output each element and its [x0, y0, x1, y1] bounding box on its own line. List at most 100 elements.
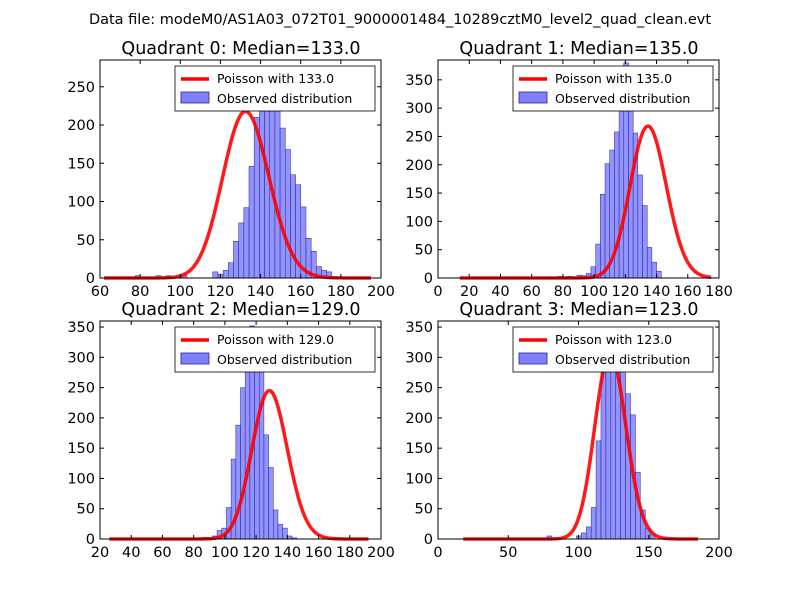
x-tick-label: 200 [367, 284, 395, 300]
legend-box [512, 326, 714, 373]
histogram-bar [277, 524, 283, 540]
legend-bar-swatch [518, 352, 548, 365]
x-tick-label: 0 [433, 545, 442, 561]
y-tick-label: 250 [405, 381, 433, 397]
figure-suptitle: Data file: modeM0/AS1A03_072T01_90000014… [89, 12, 711, 28]
legend-label: Poisson with 135.0 [555, 71, 672, 86]
axes-frame [437, 59, 720, 279]
poisson-curve [462, 351, 699, 541]
y-tick-label: 150 [405, 186, 433, 202]
legend-label: Observed distribution [217, 91, 352, 106]
legend-label: Observed distribution [555, 352, 690, 367]
histogram-bar [228, 262, 234, 279]
x-tick-label: 160 [674, 284, 702, 300]
histogram-bar [268, 467, 274, 540]
histogram-bar [618, 107, 625, 279]
histogram-bar [279, 127, 286, 279]
x-tick-label: 100 [166, 284, 194, 300]
histogram-bar [290, 174, 296, 279]
x-tick-label: 80 [184, 545, 202, 561]
quadrant-1-panel: Quadrant 1: Median=135.0 0 20 40 60 80 100 120… [405, 39, 733, 300]
y-tick-label: 350 [405, 73, 433, 89]
quadrant-0-plot: 60 80 100 120 140 160 180 200 0 50 100 150 200 250 Poi… [67, 59, 395, 300]
y-tick-label: 0 [424, 532, 433, 548]
x-tick-label: 120 [242, 545, 270, 561]
legend-bar-swatch [518, 91, 548, 104]
legend-label: Observed distribution [555, 91, 690, 106]
legend: Poisson with 133.0 Observed distribution [174, 65, 376, 112]
y-tick-label: 50 [77, 233, 95, 249]
histogram-bar [259, 105, 265, 279]
histogram-bar [222, 270, 229, 279]
histogram-bar [625, 393, 631, 540]
y-tick-label: 200 [405, 411, 433, 427]
panel-title: Quadrant 1: Median=135.0 [459, 39, 698, 59]
y-tick-label: 100 [67, 471, 95, 487]
x-tick-label: 60 [153, 545, 171, 561]
y-tick-label: 150 [405, 441, 433, 457]
histogram-bar [600, 367, 607, 540]
quadrant-2-panel: Quadrant 2: Median=129.0 20 40 60 80 100 120 1… [67, 300, 395, 561]
y-tick-label: 0 [424, 271, 433, 287]
histogram-bar [605, 357, 612, 540]
x-tick-label: 180 [705, 284, 733, 300]
x-tick-label: 180 [327, 284, 355, 300]
x-tick-label: 140 [247, 284, 275, 300]
x-tick-label: 60 [522, 284, 540, 300]
histogram-bar [285, 149, 291, 279]
y-tick-label: 300 [67, 350, 95, 366]
histogram-bar [233, 241, 239, 279]
x-tick-label: 100 [211, 545, 239, 561]
legend-label: Poisson with 129.0 [217, 332, 334, 347]
legend-bar-swatch [180, 352, 210, 365]
x-tick-label: 0 [433, 284, 442, 300]
x-tick-label: 80 [131, 284, 149, 300]
histogram-bar [263, 434, 269, 540]
histogram-bar [646, 247, 653, 279]
axes-frame [99, 59, 382, 279]
x-tick-label: 200 [367, 545, 395, 561]
y-tick-label: 100 [405, 471, 433, 487]
axes-frame [99, 320, 382, 540]
x-tick-label: 40 [122, 545, 140, 561]
histogram-bar [273, 509, 279, 540]
histogram-bar [590, 507, 597, 540]
y-tick-label: 250 [405, 129, 433, 145]
histogram-bar [248, 166, 255, 279]
x-tick-label: 140 [643, 284, 671, 300]
x-tick-label: 60 [91, 284, 109, 300]
legend-box [174, 65, 376, 112]
legend: Poisson with 135.0 Observed distribution [512, 65, 714, 112]
panel-title: Quadrant 3: Median=123.0 [459, 300, 698, 320]
y-tick-label: 200 [67, 411, 95, 427]
x-tick-label: 20 [91, 545, 109, 561]
y-tick-label: 200 [405, 158, 433, 174]
x-tick-label: 50 [499, 545, 517, 561]
histogram-bar [642, 205, 648, 279]
x-tick-label: 120 [611, 284, 639, 300]
y-tick-label: 150 [67, 441, 95, 457]
histogram-bar [235, 424, 241, 540]
quadrant-0-panel: Quadrant 0: Median=133.0 60 80 100 120 140 16… [67, 39, 395, 300]
y-tick-label: 50 [77, 502, 95, 518]
y-tick-label: 300 [405, 350, 433, 366]
y-tick-label: 350 [405, 320, 433, 336]
x-tick-label: 120 [207, 284, 235, 300]
x-tick-label: 100 [565, 545, 593, 561]
histogram-bar [258, 367, 265, 540]
y-tick-label: 150 [67, 156, 95, 172]
y-tick-label: 300 [405, 101, 433, 117]
histogram-bar [581, 532, 587, 540]
legend-bar-swatch [180, 91, 210, 104]
y-tick-label: 100 [67, 195, 95, 211]
legend-label: Poisson with 123.0 [555, 332, 672, 347]
histogram-bar [212, 271, 219, 279]
quadrant-3-plot: 0 50 100 150 200 0 50 100 150 200 250 300 350 Poisson… [405, 320, 733, 561]
x-tick-label: 200 [705, 545, 733, 561]
x-tick-label: 100 [580, 284, 608, 300]
y-tick-label: 200 [67, 118, 95, 134]
histogram-bar [656, 270, 662, 279]
quadrant-3-panel: Quadrant 3: Median=123.0 0 50 100 150 200 0 50… [405, 300, 733, 561]
y-tick-label: 350 [67, 320, 95, 336]
x-tick-label: 40 [491, 284, 509, 300]
